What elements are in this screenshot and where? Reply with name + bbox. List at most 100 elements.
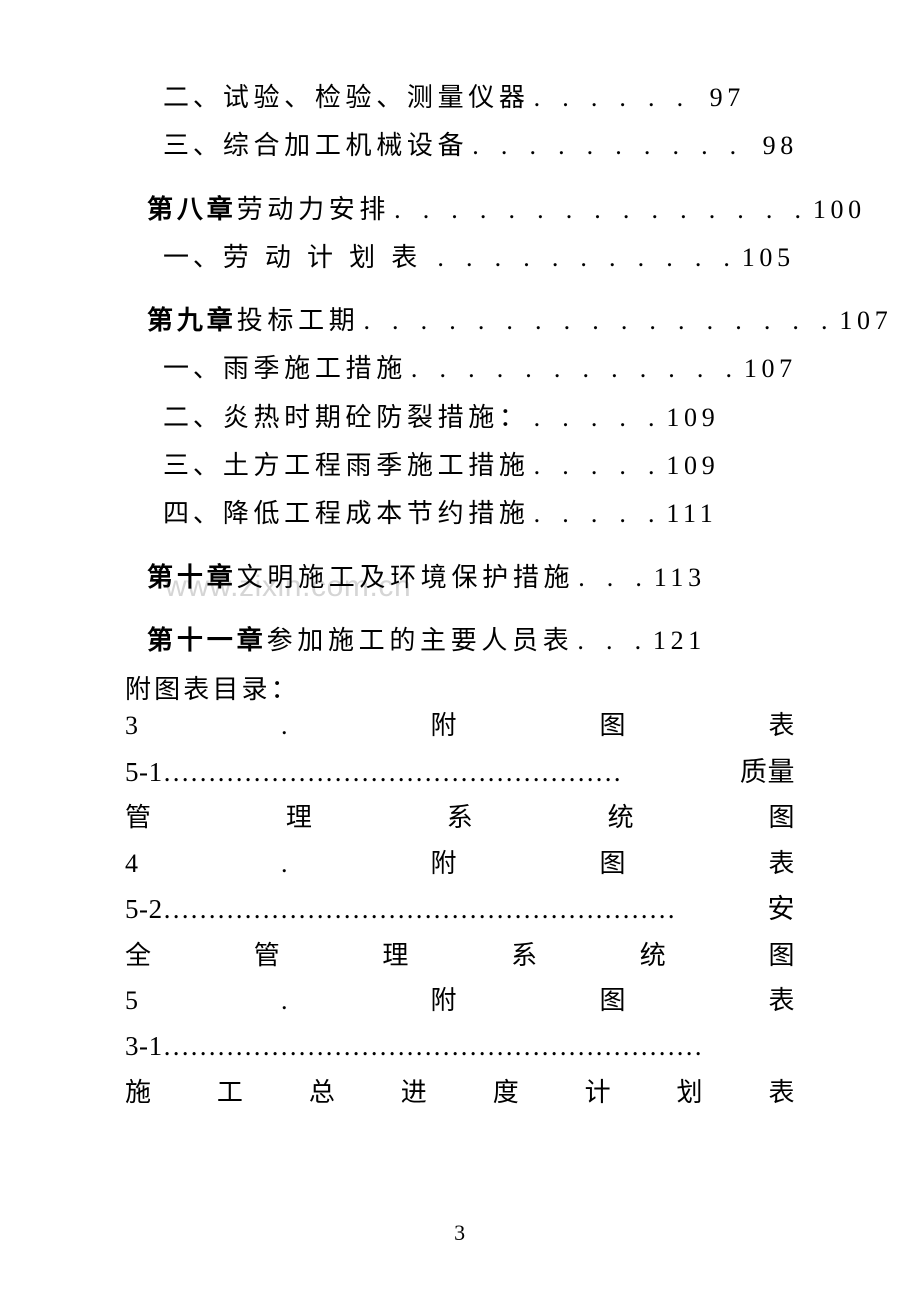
justified-char: 图 bbox=[768, 798, 795, 838]
justified-char: 表 bbox=[768, 706, 795, 746]
toc-label: 第八章 bbox=[147, 190, 237, 230]
appendix-line-1: 3.附图表 bbox=[125, 706, 795, 746]
justified-char: 4 bbox=[125, 844, 139, 884]
toc-title: 土方工程雨季施工措施 bbox=[223, 446, 530, 486]
toc-title: 劳动计划表 bbox=[223, 238, 434, 278]
toc-label: 一、 bbox=[163, 238, 223, 278]
justified-char: 附 bbox=[430, 981, 457, 1021]
toc-dots: . . . . . . . . . . . . . . . . . bbox=[359, 301, 839, 341]
appendix-line-3: 管理系统图 bbox=[125, 798, 795, 838]
justified-char: . bbox=[281, 981, 288, 1021]
justified-char: 表 bbox=[768, 1073, 795, 1113]
toc-sub-entry: 三、土方工程雨季施工措施 . . . . . 109 bbox=[125, 446, 795, 486]
appendix-dots: …………………………………………………… bbox=[163, 1026, 795, 1068]
appendix-ref: 3-1 bbox=[125, 1026, 163, 1068]
toc-page: 98 bbox=[748, 126, 798, 166]
toc-title: 文明施工及环境保护措施 bbox=[237, 558, 574, 598]
appendix-line-2: 5-1 ……………………………………………质量 bbox=[125, 752, 795, 794]
toc-page: 109 bbox=[666, 398, 719, 438]
toc-dots: . . . . . bbox=[530, 446, 667, 486]
page-number: 3 bbox=[0, 1220, 920, 1246]
toc-title: 参加施工的主要人员表 bbox=[267, 621, 574, 661]
justified-char: 表 bbox=[768, 981, 795, 1021]
justified-char: 3 bbox=[125, 706, 139, 746]
appendix-line-4: 4. 附 图 表 bbox=[125, 844, 795, 884]
justified-char: 工 bbox=[217, 1073, 244, 1113]
toc-label: 二、 bbox=[163, 78, 223, 118]
toc-sub-entry: 一、雨季施工措施 . . . . . . . . . . . . 107 bbox=[125, 349, 795, 389]
toc-label: 三、 bbox=[163, 126, 223, 166]
justified-char: 理 bbox=[382, 936, 409, 976]
toc-sub-entry: 四、降低工程成本节约措施 . . . . . 111 bbox=[125, 494, 795, 534]
justified-char: 统 bbox=[640, 936, 667, 976]
appendix-ref: 5-1 bbox=[125, 752, 163, 794]
justified-char: 附 bbox=[430, 706, 457, 746]
toc-page: 113 bbox=[654, 558, 706, 598]
appendix-line-6: 全管理系统图 bbox=[125, 936, 795, 976]
toc-spacer bbox=[125, 286, 795, 301]
table-of-contents: 二、试验、检验、测量仪器 . . . . . . 97三、综合加工机械设备 . … bbox=[125, 78, 795, 661]
justified-char: 系 bbox=[447, 798, 474, 838]
appendix-line-9: 施工总进度计划表 bbox=[125, 1073, 795, 1113]
toc-chapter-entry: 第十章文明施工及环境保护措施 . . . 113 bbox=[125, 558, 795, 598]
justified-char: 理 bbox=[286, 798, 313, 838]
toc-dots: . . . bbox=[573, 621, 653, 661]
toc-sub-entry: 二、试验、检验、测量仪器 . . . . . . 97 bbox=[125, 78, 795, 118]
toc-label: 三、 bbox=[163, 446, 223, 486]
toc-spacer bbox=[125, 606, 795, 621]
justified-char: 总 bbox=[309, 1073, 336, 1113]
justified-char: 5 bbox=[125, 981, 139, 1021]
toc-title: 试验、检验、测量仪器 bbox=[223, 78, 530, 118]
toc-page: 105 bbox=[742, 238, 795, 278]
justified-char: 施 bbox=[125, 1073, 152, 1113]
toc-chapter-entry: 第九章投标工期 . . . . . . . . . . . . . . . . … bbox=[125, 301, 795, 341]
appendix-line-7: 5. 附 图 表 bbox=[125, 981, 795, 1021]
appendix-line-8: 3-1…………………………………………………… bbox=[125, 1026, 795, 1068]
toc-spacer bbox=[125, 543, 795, 558]
toc-dots: . . . . . . . . . . . . bbox=[407, 349, 744, 389]
justified-char: 图 bbox=[599, 844, 626, 884]
justified-char: 划 bbox=[677, 1073, 704, 1113]
toc-dots: . . . . . . . . . . . bbox=[433, 238, 741, 278]
toc-page: 107 bbox=[744, 349, 797, 389]
toc-page: 107 bbox=[839, 301, 892, 341]
appendix-dots: …………………………………………… bbox=[163, 752, 740, 794]
justified-char: 图 bbox=[599, 981, 626, 1021]
toc-dots: . . . . . . bbox=[530, 78, 695, 118]
toc-chapter-entry: 第十一章参加施工的主要人员表 . . . 121 bbox=[125, 621, 795, 661]
toc-page: 111 bbox=[666, 494, 717, 534]
toc-dots: . . . bbox=[574, 558, 654, 598]
justified-char: 统 bbox=[608, 798, 635, 838]
justified-char: 系 bbox=[511, 936, 538, 976]
appendix-list: 3.附图表5-1 ……………………………………………质量管理系统图4.附图表5-… bbox=[125, 706, 795, 1113]
appendix-heading: 附图表目录： bbox=[125, 669, 795, 706]
toc-title: 降低工程成本节约措施 bbox=[223, 494, 530, 534]
toc-dots: . . . . . . . . . . bbox=[468, 126, 748, 166]
justified-char: 图 bbox=[599, 706, 626, 746]
justified-char: 进 bbox=[401, 1073, 428, 1113]
toc-dots: . . . . . . . . . . . . . . . bbox=[390, 190, 813, 230]
justified-char: 图 bbox=[768, 936, 795, 976]
appendix-dots: ………………………………………………… bbox=[163, 889, 768, 931]
toc-sub-entry: 一、劳动计划表 . . . . . . . . . . . 105 bbox=[125, 238, 795, 278]
toc-spacer bbox=[125, 175, 795, 190]
toc-label: 四、 bbox=[163, 494, 223, 534]
toc-page: 109 bbox=[666, 446, 719, 486]
justified-char: 附 bbox=[430, 844, 457, 884]
toc-page: 100 bbox=[813, 190, 866, 230]
toc-chapter-entry: 第八章劳动力安排 . . . . . . . . . . . . . . . 1… bbox=[125, 190, 795, 230]
toc-label: 一、 bbox=[163, 349, 223, 389]
toc-title: 炎热时期砼防裂措施： bbox=[223, 398, 530, 438]
justified-char: 全 bbox=[125, 936, 152, 976]
justified-char: 管 bbox=[125, 798, 152, 838]
toc-title: 综合加工机械设备 bbox=[223, 126, 468, 166]
toc-page: 97 bbox=[695, 78, 745, 118]
toc-title: 雨季施工措施 bbox=[223, 349, 407, 389]
appendix-trail: 安 bbox=[767, 889, 795, 931]
toc-title: 投标工期 bbox=[237, 301, 360, 341]
appendix-ref: 5-2 bbox=[125, 889, 163, 931]
justified-char: 计 bbox=[585, 1073, 612, 1113]
justified-char: 表 bbox=[768, 844, 795, 884]
justified-char: . bbox=[281, 844, 288, 884]
toc-sub-entry: 二、炎热时期砼防裂措施： . . . . . 109 bbox=[125, 398, 795, 438]
